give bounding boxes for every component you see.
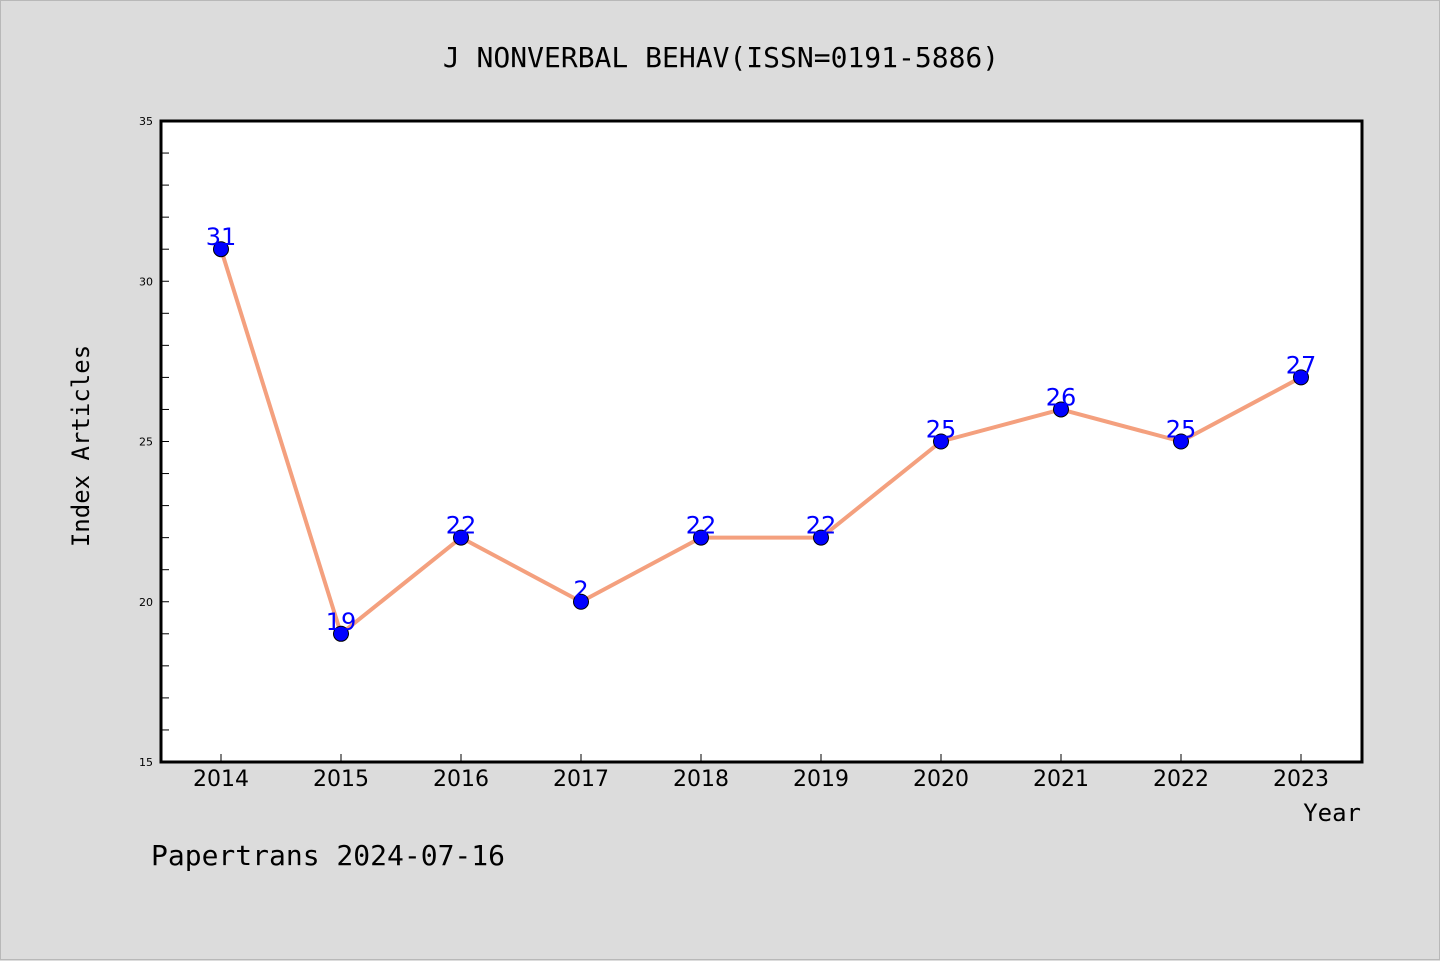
data-point <box>1053 401 1069 418</box>
data-point <box>573 593 589 610</box>
data-label: 22 <box>806 512 837 540</box>
x-tick-label: 2021 <box>1033 767 1089 792</box>
y-tick-label: 25 <box>139 436 153 449</box>
x-axis-label: Year <box>1303 799 1361 827</box>
data-label: 19 <box>326 608 357 636</box>
x-tick-label: 2019 <box>793 767 849 792</box>
data-label: 25 <box>926 416 957 444</box>
data-label: 22 <box>446 512 477 540</box>
data-markers <box>213 241 1309 642</box>
data-point <box>693 529 709 546</box>
x-tick-label: 2022 <box>1153 767 1209 792</box>
x-tick-label: 2020 <box>913 767 969 792</box>
y-axis-ticks: 15 20 25 30 35 <box>139 115 169 769</box>
data-point <box>1173 433 1189 450</box>
data-label: 2 <box>573 576 588 604</box>
y-tick-label: 35 <box>139 115 153 128</box>
chart-title: J NONVERBAL BEHAV(ISSN=0191-5886) <box>443 41 999 74</box>
series-line <box>219 247 1303 636</box>
data-label: 22 <box>686 512 717 540</box>
y-tick-label: 20 <box>139 596 153 609</box>
x-tick-label: 2018 <box>673 767 729 792</box>
y-tick-label: 30 <box>139 275 153 288</box>
x-tick-label: 2015 <box>313 767 369 792</box>
plot-area <box>159 119 1364 764</box>
x-axis-ticks: 2014 2015 2016 2017 2018 2019 2020 2021 2022 2023 <box>193 754 1329 792</box>
data-label: 26 <box>1046 383 1077 411</box>
footer-credit: Papertrans 2024-07-16 <box>151 839 505 872</box>
y-axis-label: Index Articles <box>67 345 95 547</box>
data-point <box>813 529 829 546</box>
y-axis-minor-ticks <box>161 152 169 731</box>
data-label: 25 <box>1166 416 1197 444</box>
data-label: 27 <box>1286 351 1317 379</box>
data-point <box>213 241 229 258</box>
x-tick-label: 2014 <box>193 767 249 792</box>
y-tick-label: 15 <box>139 756 153 769</box>
x-tick-label: 2017 <box>553 767 609 792</box>
x-tick-label: 2016 <box>433 767 489 792</box>
x-tick-label: 2023 <box>1273 767 1329 792</box>
data-point <box>333 625 349 642</box>
data-point <box>933 433 949 450</box>
data-point <box>1293 369 1309 386</box>
data-label: 31 <box>206 223 237 251</box>
data-point <box>453 529 469 546</box>
